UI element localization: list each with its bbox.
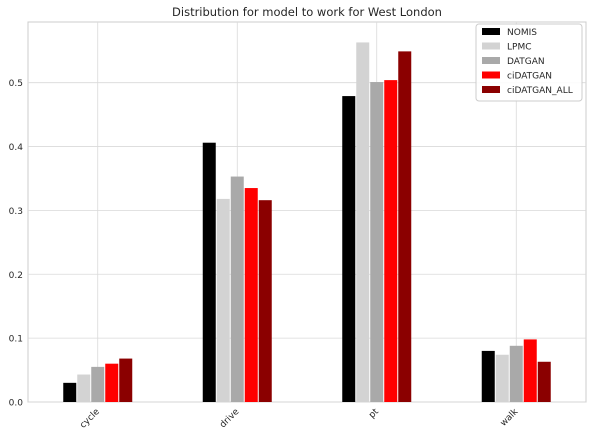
legend-label: LPMC (507, 43, 532, 53)
chart-title: Distribution for model to work for West … (172, 5, 442, 19)
y-tick-label: 0.3 (9, 207, 23, 217)
y-tick-label: 0.5 (9, 79, 23, 89)
y-tick-label: 0.4 (9, 143, 24, 153)
legend-label: ciDATGAN_ALL (507, 86, 573, 96)
bar-LPMC-cycle (77, 374, 91, 402)
legend: NOMIS LPMC DATGAN ciDATGAN ciDATGAN_ALL (475, 23, 583, 102)
bar-NOMIS-cycle (63, 382, 77, 402)
bar-DATGAN-pt (370, 82, 384, 402)
bar-ciDATGAN-walk (523, 339, 537, 402)
bar-ciDATGAN-drive (244, 188, 258, 402)
legend-swatch (482, 57, 500, 64)
bar-ciDATGAN_ALL-drive (258, 200, 272, 402)
bar-NOMIS-walk (481, 350, 495, 402)
bar-ciDATGAN_ALL-cycle (119, 358, 133, 402)
bar-LPMC-drive (216, 198, 230, 402)
bar-DATGAN-walk (509, 345, 523, 402)
bar-ciDATGAN-pt (384, 80, 398, 402)
bar-ciDATGAN_ALL-walk (537, 361, 551, 402)
legend-swatch (482, 28, 500, 35)
legend-label: NOMIS (507, 28, 537, 38)
bar-LPMC-pt (356, 42, 370, 402)
legend-swatch (482, 42, 500, 50)
bar-ciDATGAN_ALL-pt (398, 51, 412, 403)
legend-swatch (482, 71, 500, 79)
legend-label: DATGAN (507, 57, 545, 67)
y-tick-label: 0.2 (9, 271, 23, 281)
legend-box (475, 23, 583, 102)
bar-ciDATGAN-cycle (105, 363, 119, 402)
legend-swatch (482, 86, 500, 93)
y-axis: 0.0 0.1 0.2 0.3 0.4 0.5 (9, 79, 24, 408)
bar-DATGAN-drive (230, 176, 244, 402)
bar-NOMIS-pt (342, 96, 356, 402)
bar-DATGAN-cycle (91, 366, 105, 402)
y-tick-label: 0.0 (9, 399, 24, 409)
y-tick-label: 0.1 (9, 335, 23, 345)
bar-NOMIS-drive (202, 142, 216, 403)
bars (63, 42, 551, 403)
bar-LPMC-walk (495, 354, 509, 402)
legend-label: ciDATGAN (507, 72, 552, 82)
